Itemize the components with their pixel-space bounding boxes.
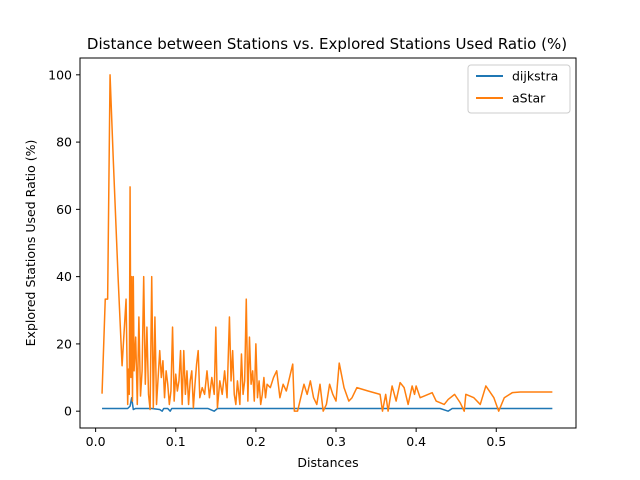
- series-line-astar: [101, 74, 553, 412]
- legend-label-dijkstra: dijkstra: [512, 69, 558, 84]
- x-tick-label: 0.3: [326, 434, 346, 449]
- y-tick-label: 0: [64, 404, 72, 419]
- legend-label-astar: aStar: [512, 91, 546, 106]
- y-tick-label: 60: [56, 202, 72, 217]
- x-axis-label: Distances: [297, 455, 358, 470]
- y-tick-label: 20: [56, 336, 72, 351]
- y-tick-label: 40: [56, 269, 72, 284]
- y-tick-label: 100: [48, 67, 72, 82]
- x-axis: 0.0 0.1 0.2 0.3 0.4 0.5: [86, 428, 506, 449]
- y-axis-label: Explored Stations Used Ratio (%): [23, 140, 38, 347]
- x-tick-label: 0.4: [406, 434, 426, 449]
- series-layer: [101, 74, 553, 412]
- chart-title: Distance between Stations vs. Explored S…: [87, 35, 567, 53]
- legend: dijkstra aStar: [467, 64, 571, 114]
- x-tick-label: 0.5: [486, 434, 506, 449]
- x-tick-label: 0.1: [166, 434, 186, 449]
- series-line-dijkstra: [102, 396, 553, 412]
- y-axis: 0 20 40 60 80 100: [48, 67, 80, 419]
- plot-frame: [79, 57, 577, 429]
- y-tick-label: 80: [56, 135, 72, 150]
- x-tick-label: 0.2: [246, 434, 266, 449]
- x-tick-label: 0.0: [86, 434, 106, 449]
